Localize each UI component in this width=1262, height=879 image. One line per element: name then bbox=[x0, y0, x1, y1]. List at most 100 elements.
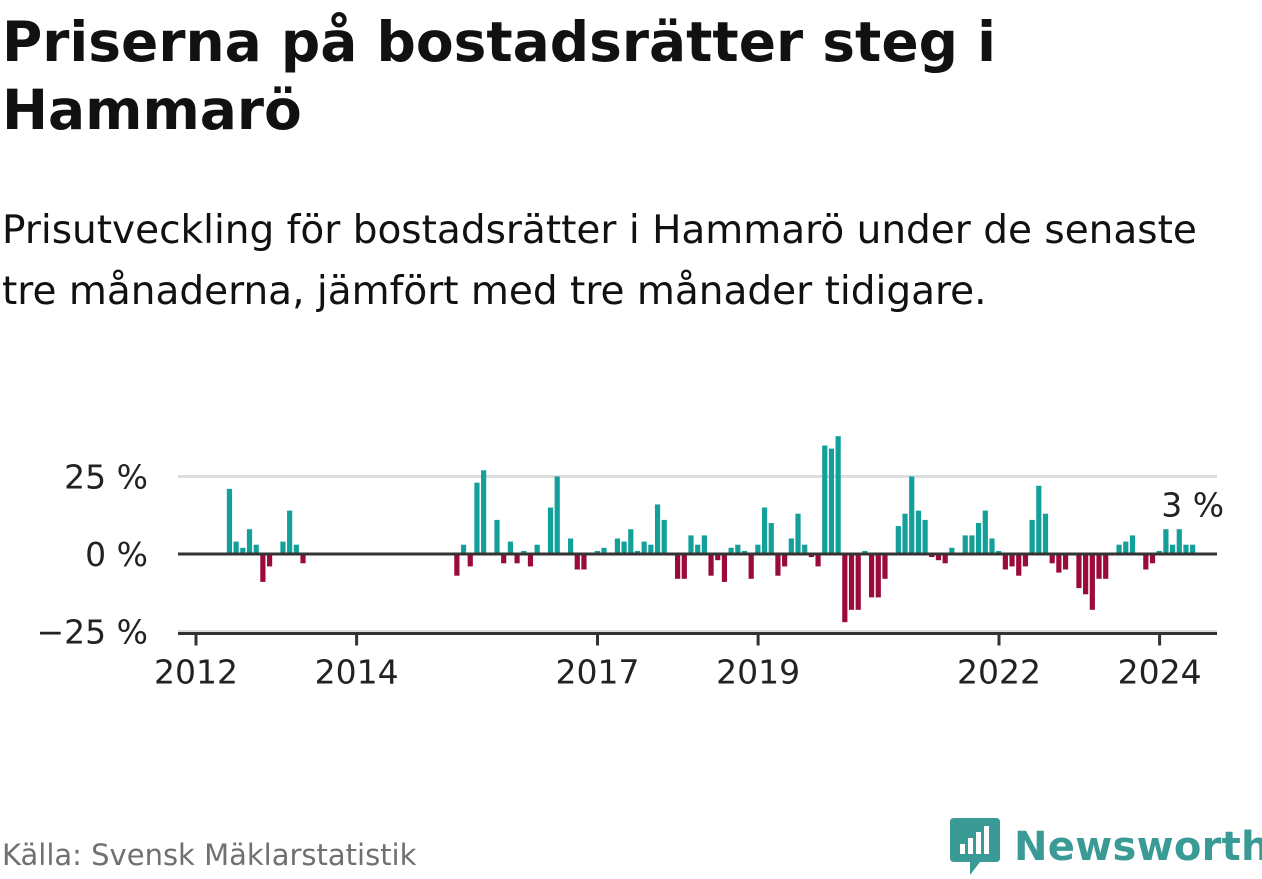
bar bbox=[929, 554, 935, 558]
bar bbox=[782, 554, 788, 567]
bar bbox=[1129, 535, 1136, 554]
bar bbox=[976, 523, 982, 554]
bar bbox=[1089, 554, 1095, 610]
bar bbox=[1149, 554, 1156, 564]
bar bbox=[942, 554, 948, 564]
chart-subtitle: Prisutveckling för bostadsrätter i Hamma… bbox=[2, 208, 1197, 314]
bar bbox=[494, 519, 500, 554]
bar bbox=[1002, 554, 1008, 570]
bar bbox=[266, 554, 273, 567]
bar bbox=[935, 554, 942, 561]
bar bbox=[775, 554, 781, 576]
bar bbox=[848, 554, 855, 610]
x-tick-label: 2012 bbox=[154, 653, 238, 692]
newsworthy-logo[interactable]: Newsworthy bbox=[950, 818, 1262, 876]
bar bbox=[534, 544, 540, 554]
bar bbox=[895, 526, 901, 554]
bar bbox=[835, 436, 841, 554]
bar bbox=[681, 554, 687, 579]
y-axis-labels: 25 % 0 % −25 % bbox=[37, 458, 149, 652]
bar bbox=[661, 519, 667, 554]
bar bbox=[1190, 544, 1196, 554]
bar bbox=[1062, 554, 1069, 570]
bar bbox=[1163, 529, 1169, 554]
bar bbox=[1016, 554, 1022, 576]
bar bbox=[501, 554, 507, 564]
bar bbox=[802, 544, 808, 554]
y-tick-label: 25 % bbox=[64, 458, 148, 497]
bar bbox=[507, 541, 513, 554]
x-axis: 2012 2014 2017 2019 2022 2024 bbox=[154, 632, 1217, 692]
bar bbox=[982, 510, 988, 554]
bar bbox=[922, 519, 928, 554]
bar bbox=[701, 535, 707, 554]
bar bbox=[1123, 541, 1129, 554]
bar bbox=[460, 544, 467, 554]
bar bbox=[628, 529, 634, 554]
bar bbox=[1042, 513, 1049, 554]
bar bbox=[949, 547, 955, 554]
bar bbox=[1169, 544, 1176, 554]
bar bbox=[1143, 554, 1149, 570]
bar bbox=[868, 554, 875, 598]
bar bbox=[842, 554, 848, 623]
bar bbox=[721, 554, 728, 582]
bar bbox=[815, 554, 821, 567]
bar bbox=[761, 507, 768, 554]
bar bbox=[454, 554, 460, 576]
bar bbox=[1183, 544, 1189, 554]
bar bbox=[481, 470, 487, 554]
bar bbox=[240, 547, 246, 554]
source-credit: Källa: Svensk Mäklarstatistik bbox=[2, 838, 417, 872]
bar bbox=[909, 476, 915, 554]
bar bbox=[581, 554, 587, 570]
bar bbox=[567, 538, 574, 554]
bar bbox=[822, 445, 828, 554]
x-tick-label: 2014 bbox=[315, 653, 399, 692]
bar bbox=[594, 550, 600, 554]
bar bbox=[688, 535, 694, 554]
bar bbox=[828, 448, 835, 554]
bar bbox=[648, 544, 654, 554]
bar bbox=[875, 554, 881, 598]
bar bbox=[755, 544, 761, 554]
bar bbox=[233, 541, 239, 554]
bar bbox=[634, 550, 641, 554]
bar bbox=[808, 554, 814, 558]
last-value-label: 3 % bbox=[1161, 486, 1224, 525]
bar bbox=[1156, 550, 1162, 554]
bar bbox=[715, 554, 721, 561]
bar bbox=[768, 523, 774, 554]
x-tick-label: 2024 bbox=[1118, 653, 1202, 692]
bar bbox=[1083, 554, 1089, 595]
bar bbox=[1076, 554, 1082, 589]
bar-chart: 25 % 0 % −25 % 2012 2014 2017 2019 2022 2024 3 … bbox=[37, 436, 1224, 692]
bar bbox=[601, 547, 607, 554]
bar bbox=[641, 541, 647, 554]
bar bbox=[474, 482, 480, 554]
bar bbox=[675, 554, 681, 579]
bar bbox=[748, 554, 754, 579]
x-tick-label: 2019 bbox=[716, 653, 800, 692]
bar bbox=[260, 554, 266, 582]
bar bbox=[989, 538, 995, 554]
bar bbox=[1022, 554, 1029, 567]
bar bbox=[728, 547, 734, 554]
bar bbox=[574, 554, 580, 570]
bar bbox=[1029, 519, 1035, 554]
chart-title: Priserna på bostadsrätter steg i Hammarö bbox=[2, 10, 997, 142]
newsworthy-logo-icon bbox=[950, 818, 1000, 875]
bar bbox=[521, 550, 527, 554]
y-tick-label: 0 % bbox=[85, 535, 148, 574]
logo-text: Newsworthy bbox=[1014, 824, 1262, 870]
bars bbox=[226, 436, 1196, 623]
bar bbox=[467, 554, 473, 567]
bar bbox=[654, 504, 661, 554]
bar bbox=[246, 529, 253, 554]
bar bbox=[862, 550, 868, 554]
gridlines bbox=[178, 475, 1217, 633]
bar bbox=[1009, 554, 1015, 567]
bar bbox=[514, 554, 520, 564]
bar bbox=[527, 554, 534, 567]
x-tick-label: 2022 bbox=[957, 653, 1041, 692]
